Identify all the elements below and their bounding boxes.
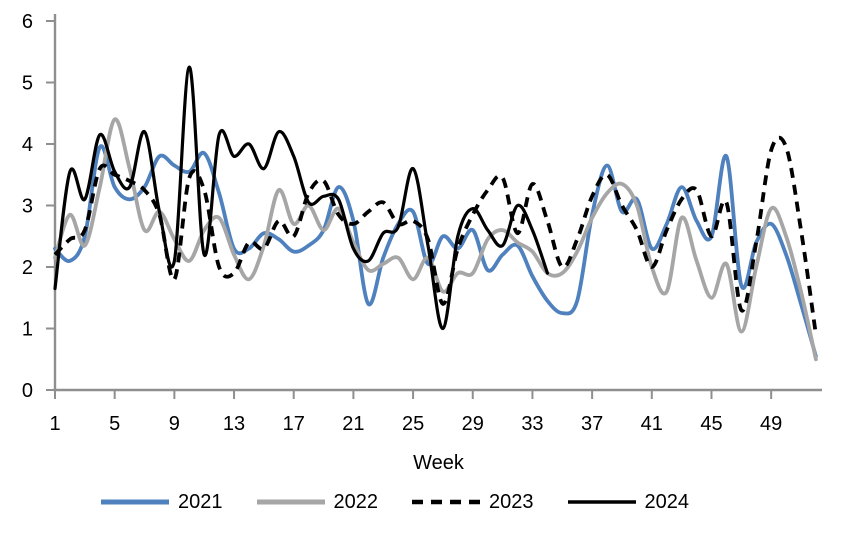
series-line-2024 [53,65,549,331]
legend-label-2022: 2022 [333,491,379,513]
y-tick-label: 4 [22,134,33,156]
x-axis-title: Week [413,452,464,474]
legend-swatch-2023-dashed-line [412,499,480,505]
x-tick-label: 9 [169,413,180,435]
legend-swatch-2022-line [256,499,325,505]
legend: 2021 2022 2023 2024 [0,492,852,512]
y-tick-label: 1 [22,319,33,341]
x-tick-label: 13 [223,413,245,435]
x-tick-label: 25 [402,413,424,435]
legend-item-2023: 2023 [411,492,534,512]
legend-item-2022: 2022 [256,491,379,513]
y-tick-label: 3 [22,196,33,218]
legend-label-2023: 2023 [489,491,534,513]
legend-label-2024: 2024 [644,491,690,513]
x-tick-label: 45 [700,413,722,435]
x-tick-label: 41 [641,413,663,435]
legend-item-2021: 2021 [100,492,223,512]
legend-swatch-2021-line [101,499,169,505]
x-tick-label: 17 [283,413,305,435]
x-tick-label: 33 [521,413,543,435]
x-tick-label: 5 [109,413,120,435]
series-line-2021 [53,144,818,359]
legend-swatch-2024-line [567,500,636,504]
series-line-2022 [53,117,818,362]
series-line-2023 [53,135,818,335]
x-tick-label: 21 [342,413,364,435]
x-tick-label: 29 [462,413,484,435]
legend-label-2021: 2021 [178,491,223,513]
x-tick-label: 1 [49,413,60,435]
y-tick-label: 5 [22,73,33,95]
y-tick-label: 2 [22,257,33,279]
x-tick-label: 37 [581,413,603,435]
y-tick-label: 6 [22,11,33,33]
x-tick-label: 49 [760,413,782,435]
legend-item-2024: 2024 [567,491,690,513]
y-tick-label: 0 [22,380,33,402]
